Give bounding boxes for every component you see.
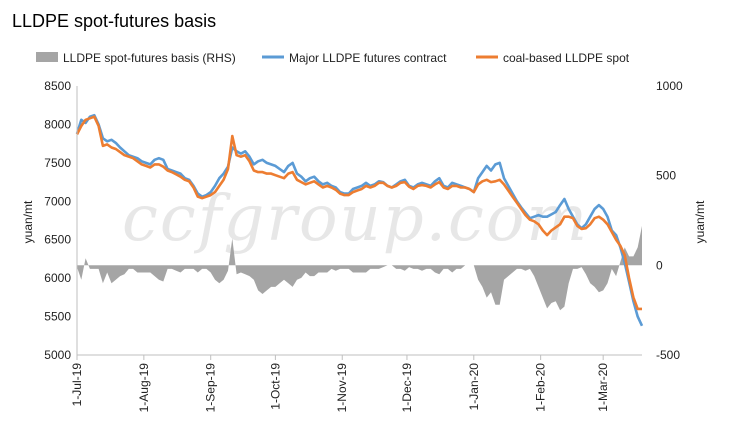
y-left-tick-label: 5000 [44, 348, 71, 362]
series-futures-line [75, 113, 644, 327]
legend-swatch-basis [36, 52, 58, 62]
x-tick-label: 1-Aug-19 [137, 363, 151, 413]
y-axis-right-label: yuan/mt [693, 200, 707, 243]
x-tick-label: 1-Sep-19 [204, 363, 218, 413]
plot-area: 5000 5500 6000 6500 7000 7500 8000 8500 -500 0 500… [44, 79, 683, 412]
y-left-tick-label: 6000 [44, 271, 71, 285]
y-left-tick-label: 5500 [44, 310, 71, 324]
x-tick-label: 1-Nov-19 [335, 363, 349, 413]
y-right-tick-label: 0 [656, 258, 663, 272]
legend: LLDPE spot-futures basis (RHS) Major LLD… [36, 51, 630, 65]
legend-label-basis: LLDPE spot-futures basis (RHS) [63, 51, 236, 65]
y-axis-left-label: yuan/mt [21, 200, 35, 243]
x-tick-label: 1-Dec-19 [400, 363, 414, 413]
y-left-tick-label: 7000 [44, 194, 71, 208]
y-right-tick-label: 500 [656, 169, 676, 183]
series-basis-area [77, 225, 642, 311]
x-tick-label: 1-Jan-20 [467, 363, 481, 411]
x-tick-label: 1-Mar-20 [596, 363, 610, 412]
chart-title: LLDPE spot-futures basis [12, 11, 216, 31]
y-left-tick-label: 8500 [44, 79, 71, 93]
series-spot-line [75, 115, 642, 311]
watermark: ccfgroup.com [122, 182, 589, 256]
y-left-tick-label: 6500 [44, 233, 71, 247]
x-tick-label: 1-Oct-19 [268, 363, 282, 410]
x-tick-label: 1-Jul-19 [70, 363, 84, 407]
y-right-tick-label: 1000 [656, 79, 683, 93]
y-left-tick-label: 7500 [44, 156, 71, 170]
y-right-tick-label: -500 [656, 348, 680, 362]
legend-label-futures: Major LLDPE futures contract [289, 51, 447, 65]
x-tick-label: 1-Feb-20 [534, 363, 548, 412]
y-left-tick-label: 8000 [44, 117, 71, 131]
legend-label-spot: coal-based LLDPE spot [503, 51, 630, 65]
